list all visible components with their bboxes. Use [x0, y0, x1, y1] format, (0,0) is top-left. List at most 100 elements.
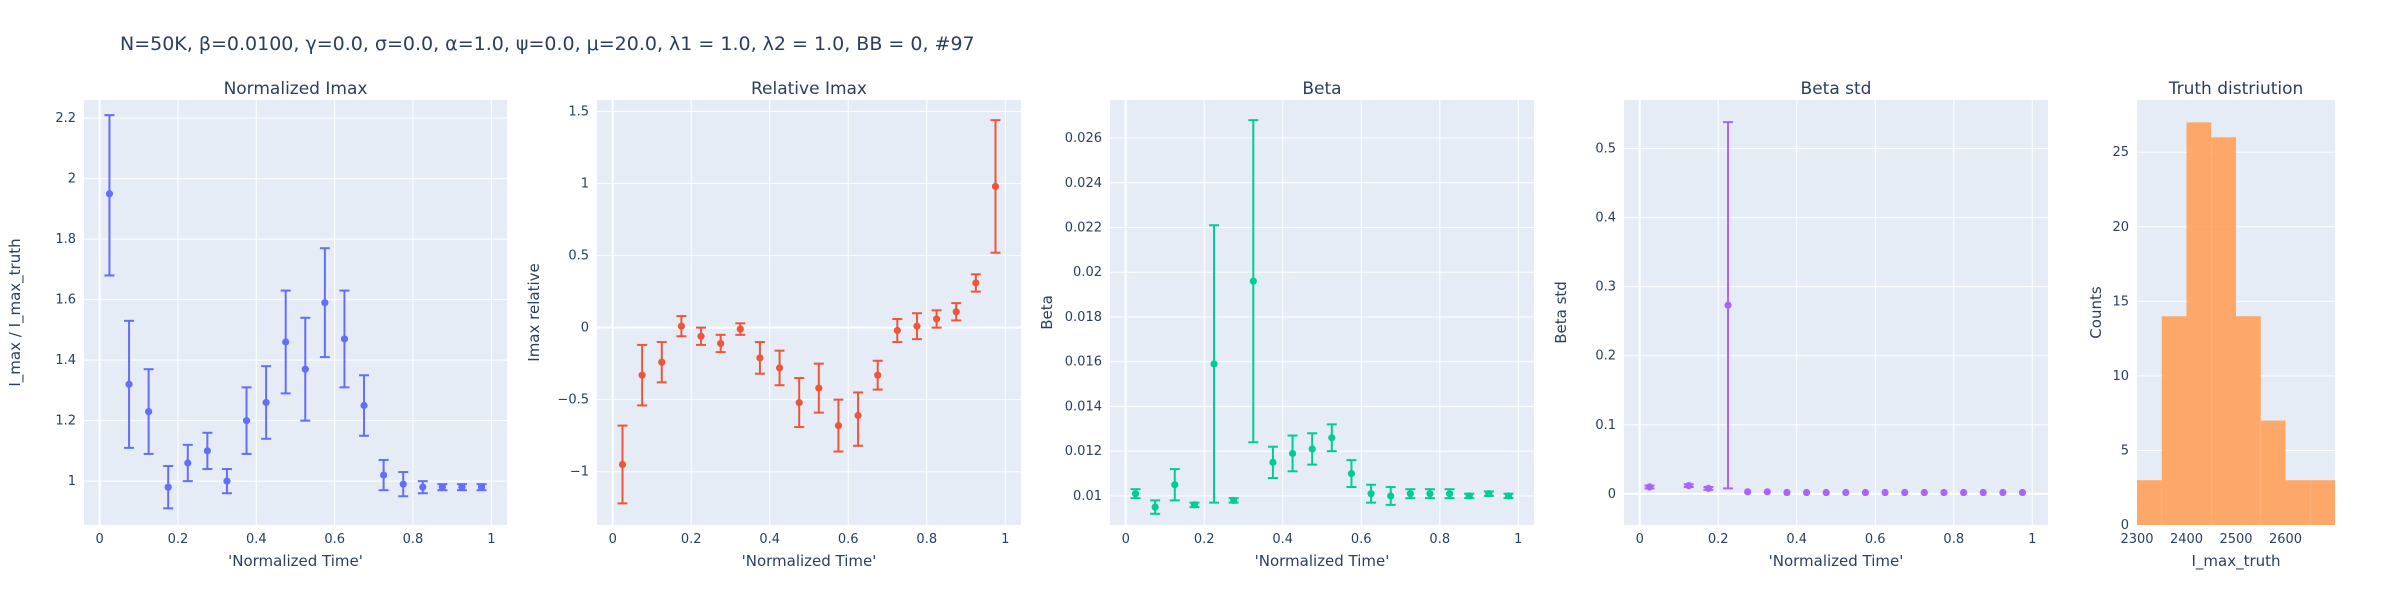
data-point: [638, 371, 646, 379]
data-point: [184, 459, 192, 467]
data-point: [2018, 488, 2027, 497]
y-axis-label: Imax relative: [525, 263, 543, 361]
y-tick-label: −0.5: [557, 393, 589, 408]
x-tick-label: 0.8: [916, 532, 937, 547]
data-point: [262, 398, 270, 407]
data-point: [1685, 482, 1693, 490]
x-tick-label: 0.4: [246, 532, 267, 547]
data-point: [223, 477, 231, 485]
x-axis-label: 'Normalized Time': [228, 552, 363, 570]
plot-area: [597, 100, 1021, 525]
subplot-title: Relative Imax: [751, 79, 867, 99]
data-point: [1704, 484, 1713, 492]
x-tick-label: 2600: [2269, 532, 2302, 547]
x-tick-label: 1: [1514, 532, 1522, 547]
data-point: [736, 325, 744, 333]
data-point: [717, 339, 725, 348]
data-point: [1406, 490, 1414, 498]
histogram-bar: [2137, 480, 2162, 525]
data-point: [677, 322, 686, 330]
y-axis-label: Counts: [2087, 286, 2105, 339]
y-tick-label: 2.2: [55, 111, 76, 126]
y-tick-label: 0.014: [1065, 399, 1102, 414]
beta-subplot: 0.01 0.012 0.014 0.016 0.018 0.02 0.022 0.024 0.…: [1038, 79, 1534, 570]
x-axis-label: I_max_truth: [2191, 552, 2280, 571]
y-tick-label: 1.8: [55, 232, 76, 247]
y-tick-label: 0.5: [568, 249, 589, 264]
data-point: [1288, 449, 1297, 458]
x-axis-label: 'Normalized Time': [1255, 552, 1390, 570]
data-point: [1426, 490, 1434, 498]
y-axis-label: I_max / I_max_truth: [6, 238, 25, 386]
histogram-bar: [2236, 316, 2261, 525]
data-point: [618, 460, 627, 469]
histogram-bar: [2260, 420, 2286, 525]
data-point: [105, 190, 114, 198]
data-point: [145, 407, 153, 416]
data-point: [1328, 434, 1336, 442]
x-tick-label: 0.4: [1786, 532, 1807, 547]
x-axis-label: 'Normalized Time': [1769, 552, 1904, 570]
x-tick-label: 0.6: [1351, 532, 1372, 547]
y-tick-label: 1: [68, 474, 76, 489]
y-tick-label: 0.016: [1065, 355, 1102, 370]
x-tick-label: 2400: [2170, 532, 2203, 547]
subplot-title: Normalized Imax: [224, 79, 368, 99]
x-tick-label: 0.6: [324, 532, 345, 547]
data-point: [477, 483, 486, 491]
data-point: [815, 384, 823, 392]
data-point: [1171, 481, 1179, 489]
y-tick-label: 0.022: [1065, 221, 1102, 236]
data-point: [1347, 469, 1356, 478]
data-point: [1151, 503, 1159, 511]
relative-imax-subplot: −1 −0.5 0 0.5 1 1.5 0 0.2 0.4 0.6 0.8 1 Relative Im…: [525, 79, 1021, 570]
data-point: [419, 483, 427, 491]
data-point: [380, 471, 388, 479]
y-tick-label: 20: [2112, 220, 2129, 235]
data-point: [1485, 490, 1493, 498]
data-point: [1724, 301, 1732, 309]
truth-distribution-subplot: 0 5 10 15 20 25 2300 2400 2500 2600 Truth distriu…: [2087, 79, 2335, 571]
data-point: [834, 421, 843, 430]
y-tick-label: 0.018: [1065, 310, 1102, 325]
y-tick-label: 0.012: [1065, 444, 1102, 459]
y-tick-label: 1.6: [55, 293, 76, 308]
subplot-title: Beta std: [1801, 79, 1872, 99]
x-tick-label: 0.8: [1943, 532, 1964, 547]
data-point: [697, 332, 705, 340]
subplot-title: Beta: [1302, 79, 1341, 99]
x-tick-label: 0.2: [168, 532, 189, 547]
histogram-bar: [2285, 480, 2311, 525]
data-point: [1131, 490, 1140, 498]
data-point: [1269, 458, 1277, 466]
data-point: [913, 322, 921, 330]
y-tick-label: 0: [581, 321, 589, 336]
x-tick-label: 1: [2028, 532, 2036, 547]
data-point: [1842, 488, 1850, 497]
histogram-bar: [2186, 122, 2212, 526]
data-point: [1920, 488, 1928, 497]
x-tick-label: 0.8: [403, 532, 424, 547]
data-point: [952, 308, 960, 316]
y-tick-label: 1.4: [55, 353, 76, 368]
data-point: [1881, 488, 1889, 497]
data-point: [1308, 445, 1316, 453]
data-point: [1387, 492, 1395, 500]
histogram-bar: [2211, 137, 2236, 525]
plot-area: [1110, 100, 1534, 525]
data-point: [756, 354, 764, 362]
data-point: [1367, 490, 1375, 498]
y-tick-label: 10: [2112, 369, 2129, 384]
data-point: [932, 315, 941, 323]
data-point: [1504, 492, 1513, 500]
data-point: [893, 326, 901, 335]
y-tick-label: 0: [2121, 518, 2129, 533]
data-point: [1445, 490, 1454, 498]
y-tick-label: 15: [2112, 294, 2129, 309]
y-tick-label: 0.024: [1065, 176, 1102, 191]
data-point: [1763, 488, 1771, 496]
beta-std-subplot: 00.10.20.30.40.50 0.2 0.4 0.6 0.8 1 Beta std …: [1552, 79, 2048, 570]
histogram-bar: [2310, 480, 2335, 525]
data-point: [1822, 488, 1830, 497]
